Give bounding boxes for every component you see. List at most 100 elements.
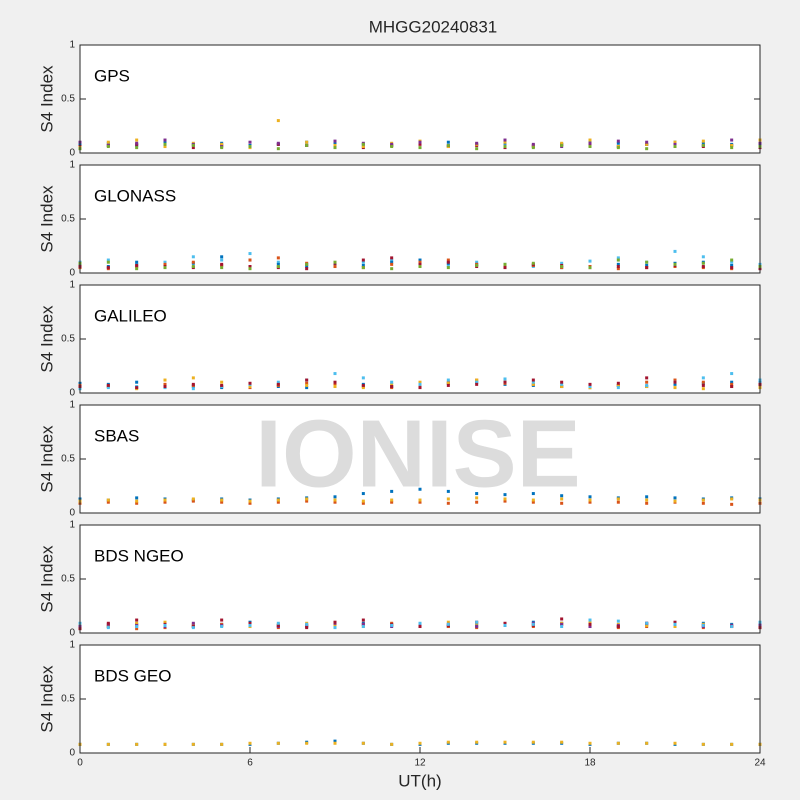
data-point	[588, 259, 592, 263]
data-point	[191, 382, 195, 386]
data-point	[106, 621, 110, 625]
data-point	[701, 623, 705, 627]
data-point	[418, 258, 422, 262]
data-point	[673, 145, 677, 149]
data-point	[135, 496, 139, 500]
data-point	[645, 498, 649, 502]
data-point	[305, 267, 309, 271]
data-point	[135, 386, 139, 390]
data-point	[531, 492, 535, 496]
data-point	[446, 501, 450, 505]
data-point	[475, 496, 479, 500]
data-point	[333, 380, 337, 384]
data-point	[673, 499, 677, 503]
data-point	[163, 742, 167, 746]
data-point	[616, 256, 620, 260]
data-point	[135, 742, 139, 746]
y-tick-label: 0	[69, 148, 75, 159]
data-point	[163, 378, 167, 382]
data-point	[531, 146, 535, 150]
data-point	[645, 260, 649, 264]
y-tick-label: 0.5	[61, 454, 75, 465]
data-point	[503, 140, 507, 144]
y-tick-label: 1	[69, 160, 75, 171]
data-point	[560, 617, 564, 621]
data-point	[333, 498, 337, 502]
data-point	[106, 626, 110, 630]
data-point	[446, 489, 450, 493]
y-tick-label: 1	[69, 400, 75, 411]
data-point	[560, 380, 564, 384]
data-point	[361, 142, 365, 146]
data-point	[531, 498, 535, 502]
data-point	[531, 382, 535, 386]
data-point	[333, 382, 337, 386]
data-point	[503, 493, 507, 497]
y-axis-label: S4 Index	[37, 305, 56, 373]
data-point	[163, 382, 167, 386]
data-point	[333, 620, 337, 624]
data-point	[305, 378, 309, 382]
data-point	[616, 258, 620, 262]
data-point	[503, 499, 507, 503]
data-point	[446, 620, 450, 624]
data-point	[730, 625, 734, 629]
data-point	[191, 387, 195, 391]
data-point	[673, 378, 677, 382]
data-point	[616, 139, 620, 143]
data-point	[588, 382, 592, 386]
data-point	[106, 266, 110, 270]
data-point	[730, 143, 734, 147]
data-point	[701, 383, 705, 387]
data-point	[248, 267, 252, 271]
data-point	[106, 383, 110, 387]
data-point	[220, 618, 224, 622]
data-point	[191, 265, 195, 269]
data-point	[730, 497, 734, 501]
data-point	[276, 382, 280, 386]
data-point	[333, 372, 337, 376]
data-point	[106, 500, 110, 504]
data-point	[163, 138, 167, 142]
data-point	[106, 258, 110, 262]
data-point	[588, 500, 592, 504]
data-point	[616, 267, 620, 271]
x-tick-label: 12	[414, 758, 426, 769]
data-point	[276, 741, 280, 745]
data-point	[475, 620, 479, 624]
data-point	[220, 383, 224, 387]
data-point	[418, 621, 422, 625]
data-point	[390, 145, 394, 149]
data-point	[418, 380, 422, 384]
data-point	[361, 625, 365, 629]
data-point	[645, 623, 649, 627]
data-point	[276, 260, 280, 264]
y-tick-label: 1	[69, 640, 75, 651]
data-point	[503, 740, 507, 744]
data-point	[645, 266, 649, 270]
data-point	[475, 141, 479, 145]
data-point	[730, 146, 734, 150]
data-point	[645, 147, 649, 151]
data-point	[645, 263, 649, 267]
data-point	[220, 742, 224, 746]
data-point	[730, 380, 734, 384]
data-point	[276, 380, 280, 384]
data-point	[701, 141, 705, 145]
y-axis-label: S4 Index	[37, 65, 56, 133]
data-point	[645, 376, 649, 380]
data-point	[248, 501, 252, 505]
data-point	[333, 500, 337, 504]
data-point	[673, 622, 677, 626]
data-point	[106, 386, 110, 390]
data-point	[135, 618, 139, 622]
data-point	[701, 742, 705, 746]
axes	[80, 525, 760, 633]
data-point	[248, 258, 252, 262]
data-point	[645, 380, 649, 384]
data-point	[390, 489, 394, 493]
data-point	[390, 498, 394, 502]
data-point	[135, 621, 139, 625]
panel-label: GLONASS	[94, 186, 176, 205]
data-point	[645, 142, 649, 146]
